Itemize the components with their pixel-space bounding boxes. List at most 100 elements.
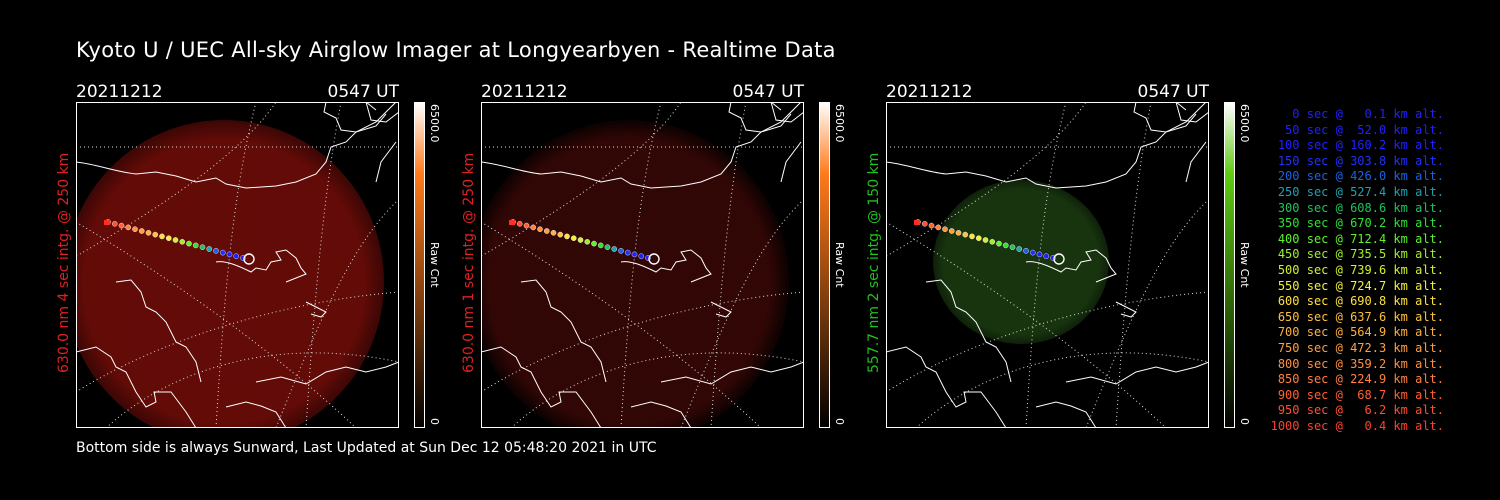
panel-date: 20211212	[481, 82, 568, 102]
legend-row: 600 sec @ 690.8 km alt.	[1277, 294, 1444, 309]
trajectory-point	[618, 247, 624, 254]
trajectory-point	[111, 221, 118, 227]
legend-row: 500 sec @ 739.6 km alt.	[1277, 263, 1444, 277]
trajectory-point	[206, 246, 213, 252]
legend-row: 350 sec @ 670.2 km alt.	[1277, 216, 1444, 231]
page-title: Kyoto U / UEC All-sky Airglow Imager at …	[76, 38, 836, 62]
legend-row: 400 sec @ 712.4 km alt.	[1277, 231, 1444, 246]
trajectory-point	[1009, 244, 1016, 250]
trajectory-point	[962, 231, 969, 238]
legend-row: 800 sec @ 359.2 km alt.	[1277, 356, 1444, 371]
trajectory-point	[537, 226, 543, 232]
panel-ylabel: 557.7 nm 2 sec intg. @ 150 km	[866, 152, 882, 373]
legend-row: 50 sec @ 52.0 km alt.	[1285, 122, 1444, 137]
legend-row: 450 sec @ 735.5 km alt.	[1277, 247, 1444, 262]
trajectory-point	[948, 228, 955, 234]
legend-row: 750 sec @ 472.3 km alt.	[1277, 341, 1444, 355]
panel-time: 0547 UT	[327, 82, 400, 102]
legend-row: 250 sec @ 527.4 km alt.	[1277, 185, 1444, 199]
airglow-field	[481, 120, 789, 428]
panel-ylabel: 630.0 nm 4 sec intg. @ 250 km	[56, 152, 72, 373]
footer-note: Bottom side is always Sunward, Last Upda…	[76, 440, 657, 456]
trajectory-point	[172, 237, 179, 243]
trajectory-point	[1029, 249, 1036, 256]
legend-row: 550 sec @ 724.7 km alt.	[1277, 278, 1444, 293]
trajectory-point	[564, 233, 570, 240]
colorbar-min: 0	[833, 418, 846, 425]
trajectory-point	[955, 229, 962, 236]
allsky-image	[886, 102, 1209, 428]
trajectory-point	[577, 237, 584, 243]
trajectory-point	[557, 231, 564, 238]
coastline	[76, 102, 399, 428]
colorbar	[1224, 102, 1235, 428]
graticule	[76, 102, 399, 428]
trajectory-point	[550, 229, 557, 236]
colorbar-max: 6500.0	[428, 104, 441, 143]
trajectory-point	[624, 249, 631, 256]
trajectory-point	[219, 249, 226, 256]
legend-row: 0 sec @ 0.1 km alt.	[1292, 107, 1444, 121]
trajectory-point	[1023, 247, 1029, 254]
colorbar-max: 6500.0	[833, 104, 846, 143]
trajectory-point	[516, 221, 523, 227]
launch-site-marker	[648, 253, 660, 265]
graticule	[481, 102, 804, 428]
panel-time: 0547 UT	[1137, 82, 1210, 102]
trajectory-point	[570, 235, 577, 241]
legend-row: 950 sec @ 6.2 km alt.	[1277, 403, 1444, 418]
trajectory-point	[969, 233, 975, 240]
legend-row: 200 sec @ 426.0 km alt.	[1277, 169, 1444, 184]
trajectory-point	[165, 235, 172, 241]
rocket-trajectory	[914, 219, 1065, 265]
trajectory-point	[125, 224, 132, 231]
trajectory-point	[921, 221, 928, 227]
trajectory-end-marker	[509, 220, 515, 225]
trajectory-point	[159, 233, 165, 240]
trajectory-point	[975, 235, 982, 241]
legend-row: 100 sec @ 160.2 km alt.	[1277, 138, 1444, 153]
trajectory-point	[989, 238, 996, 245]
trajectory-point	[928, 222, 935, 229]
legend-row: 900 sec @ 68.7 km alt.	[1277, 387, 1444, 402]
trajectory-point	[1036, 251, 1043, 258]
trajectory-point	[996, 240, 1002, 247]
legend-row: 150 sec @ 303.8 km alt.	[1277, 153, 1444, 168]
trajectory-end-marker	[914, 220, 920, 225]
colorbar-min: 0	[1238, 418, 1251, 425]
trajectory-end-marker	[104, 220, 110, 225]
legend-row: 700 sec @ 564.9 km alt.	[1277, 325, 1444, 340]
trajectory-point	[192, 242, 199, 249]
trajectory-point	[631, 251, 638, 258]
trajectory-point	[604, 244, 611, 250]
trajectory-point	[584, 238, 591, 245]
allsky-image	[481, 102, 804, 428]
trajectory-point	[1043, 253, 1050, 259]
trajectory-point	[145, 229, 152, 236]
legend-row: 300 sec @ 608.6 km alt.	[1277, 200, 1444, 215]
trajectory-point	[138, 228, 145, 234]
trajectory-point	[591, 240, 597, 247]
launch-site-marker	[1053, 253, 1065, 265]
trajectory-point	[935, 224, 942, 231]
coastline	[481, 102, 804, 428]
legend-row: 1000 sec @ 0.4 km alt.	[1270, 419, 1444, 433]
airglow-field	[933, 180, 1109, 344]
allsky-image	[76, 102, 399, 428]
panel-date: 20211212	[76, 82, 163, 102]
colorbar-unit: Raw Cnt	[428, 242, 441, 288]
airglow-field	[76, 120, 384, 428]
trajectory-point	[1002, 242, 1009, 249]
trajectory-point	[942, 226, 948, 232]
trajectory-point	[523, 222, 530, 229]
trajectory-point	[543, 228, 550, 234]
colorbar-unit: Raw Cnt	[833, 242, 846, 288]
coastline	[886, 102, 1209, 428]
panel-date: 20211212	[886, 82, 973, 102]
trajectory-point	[233, 253, 240, 259]
panel-time: 0547 UT	[732, 82, 805, 102]
legend-row: 850 sec @ 224.9 km alt.	[1277, 372, 1444, 387]
panel-ylabel: 630.0 nm 1 sec intg. @ 250 km	[461, 152, 477, 373]
colorbar-min: 0	[428, 418, 441, 425]
trajectory-point	[199, 244, 206, 250]
